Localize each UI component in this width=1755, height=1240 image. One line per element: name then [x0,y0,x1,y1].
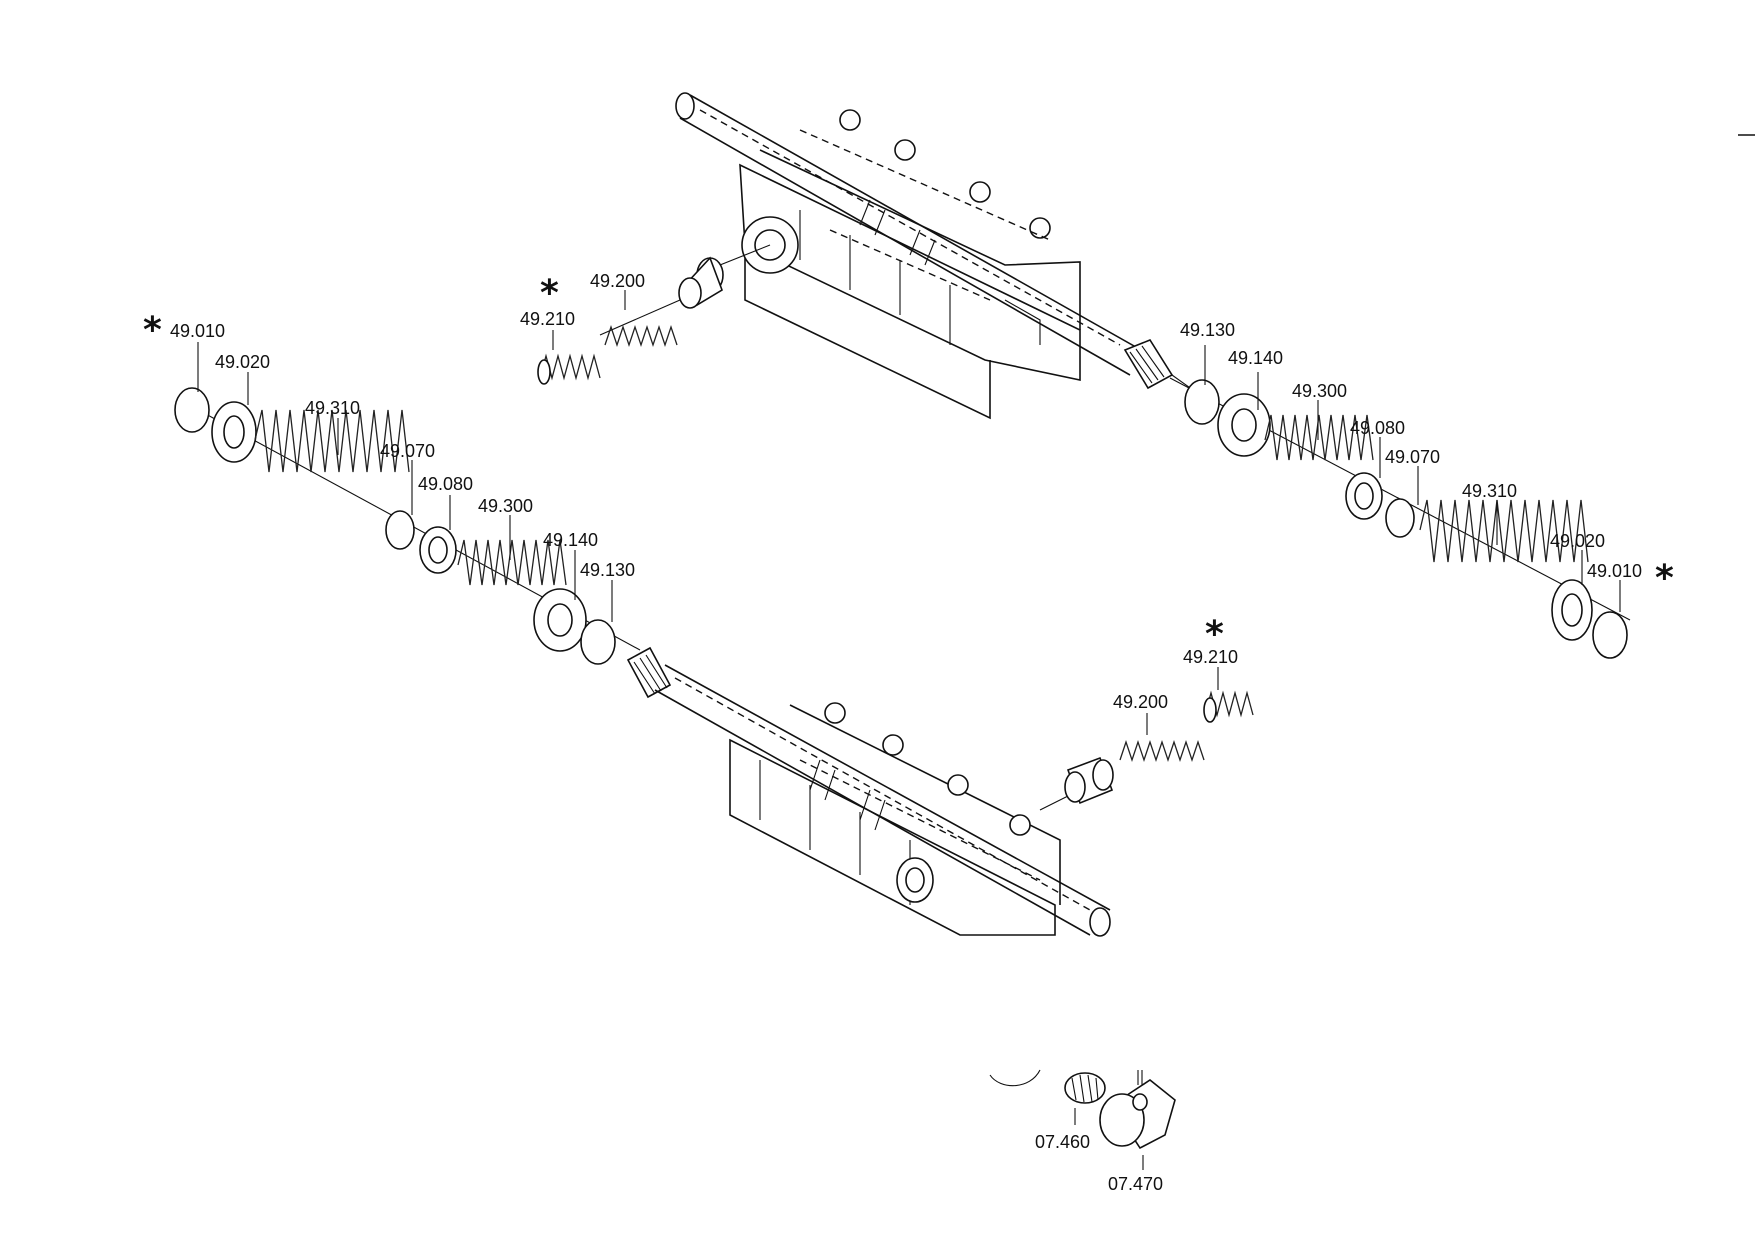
label-top-49140: 49.140 [1228,348,1283,368]
label-top-49080: 49.080 [1350,418,1405,438]
leader-lines [198,290,1620,1170]
label-left-49080: 49.080 [418,474,473,494]
lower-shaft [628,648,1110,936]
lower-left-stack [175,388,640,664]
label-top-49010: 49.010 [1587,561,1642,581]
label-left-49010: 49.010 [170,321,225,341]
lower-housing [730,703,1060,935]
label-left-49070: 49.070 [380,441,435,461]
label-top-49300: 49.300 [1292,381,1347,401]
asterisk-marker: * [143,310,162,351]
label-top-49130: 49.130 [1180,320,1235,340]
label-left-49300: 49.300 [478,496,533,516]
label-07460: 07.460 [1035,1132,1090,1152]
upper-housing [740,110,1080,418]
label-top-49070: 49.070 [1385,447,1440,467]
label-top-49310: 49.310 [1462,481,1517,501]
label-top-49200: 49.200 [590,271,645,291]
label-left-49310: 49.310 [305,398,360,418]
asterisk-marker: * [1655,558,1674,599]
asterisk-marker: * [540,273,559,314]
label-top-49020: 49.020 [1550,531,1605,551]
label-left-49140: 49.140 [543,530,598,550]
label-bottom-49200: 49.200 [1113,692,1168,712]
label-07470: 07.470 [1108,1174,1163,1194]
label-left-49130: 49.130 [580,560,635,580]
label-left-49020: 49.020 [215,352,270,372]
label-bottom-49210: 49.210 [1183,647,1238,667]
